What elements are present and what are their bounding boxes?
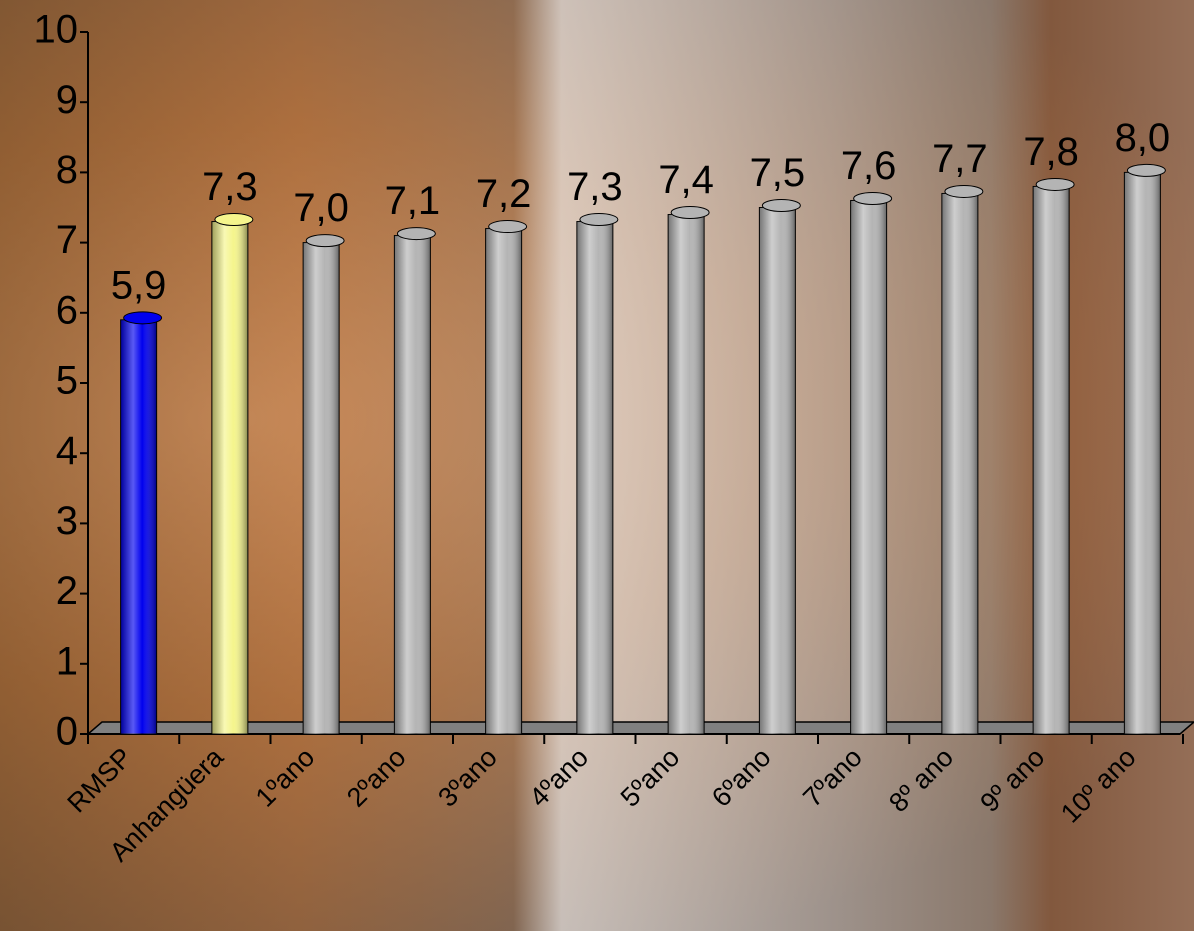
x-tick-label: 3ºano (432, 742, 503, 813)
value-label: 7,2 (476, 172, 532, 216)
floor (85, 721, 1194, 735)
value-label: 8,0 (1115, 116, 1171, 160)
y-tick-label: 1 (56, 639, 78, 683)
value-label: 7,4 (658, 158, 714, 202)
y-tick-label: 2 (56, 569, 78, 613)
x-tick-label: 6ºano (706, 742, 777, 813)
bar-shade (759, 207, 796, 734)
bar-top (1035, 177, 1075, 191)
y-tick-label: 10 (34, 8, 79, 52)
bar-shade (211, 221, 248, 735)
bar-shade (576, 221, 613, 735)
bar-shade (394, 235, 431, 734)
value-label: 7,5 (750, 151, 806, 195)
value-label: 7,7 (932, 137, 988, 181)
value-label: 5,9 (111, 263, 167, 307)
bar-top (1126, 163, 1166, 177)
x-tick-label: 2ºano (341, 742, 412, 813)
bar-top (944, 184, 984, 198)
x-tick-label: 10º ano (1055, 742, 1142, 829)
bar-shade (485, 228, 522, 734)
y-tick-label: 3 (56, 499, 78, 543)
value-label: 7,0 (293, 186, 349, 230)
x-tick-label: 4ºano (523, 742, 594, 813)
bar-top (579, 213, 619, 227)
value-label: 7,6 (841, 144, 897, 188)
y-tick-label: 6 (56, 288, 78, 332)
bar-top (488, 220, 528, 234)
bar-top (670, 206, 710, 220)
y-tick-label: 8 (56, 148, 78, 192)
bar-top (853, 191, 893, 205)
bar-shade (850, 200, 887, 735)
bar-top (761, 199, 801, 212)
y-tick-label: 4 (56, 429, 78, 473)
y-tick-label: 0 (56, 710, 78, 754)
bar-top (214, 213, 254, 227)
value-label: 7,8 (1023, 130, 1079, 174)
y-tick-label: 7 (56, 218, 78, 262)
x-tick-label: 7ºano (797, 742, 868, 813)
bar-top (396, 227, 436, 241)
y-tick-label: 9 (56, 78, 78, 122)
bar-top (123, 311, 163, 325)
bar-shade (303, 242, 340, 734)
x-tick-label: 1ºano (250, 742, 321, 813)
x-tick-label: 8º ano (883, 742, 959, 818)
value-label: 7,3 (202, 165, 258, 209)
bar-shade (668, 214, 705, 734)
bar-top (305, 234, 345, 248)
bar-shade (941, 193, 978, 734)
bar-shade (120, 319, 157, 734)
value-label: 7,1 (385, 179, 441, 223)
bar-shade (1124, 172, 1161, 734)
value-label: 7,3 (567, 165, 623, 209)
x-tick-label: 5ºano (615, 742, 686, 813)
bar-shade (1033, 186, 1070, 734)
x-tick-label: 9º ano (974, 742, 1050, 818)
y-tick-label: 5 (56, 359, 78, 403)
